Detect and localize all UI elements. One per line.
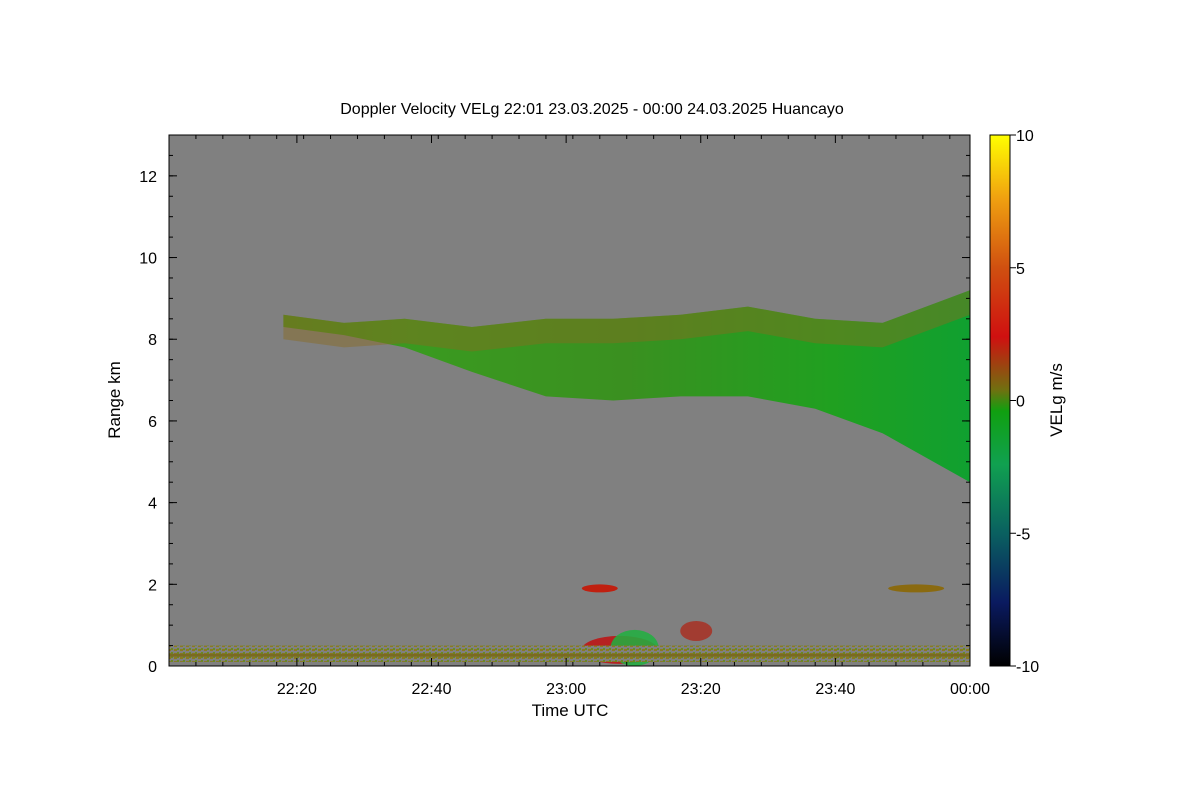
precip-plume-secondary xyxy=(680,620,713,641)
x-tick-label: 00:00 xyxy=(950,681,990,698)
low-cloud-2km-right xyxy=(888,584,945,593)
x-tick-label: 23:20 xyxy=(681,681,721,698)
y-tick-label: 0 xyxy=(148,659,157,676)
ground-clutter-line xyxy=(169,653,970,657)
y-tick-label: 6 xyxy=(148,414,157,431)
y-axis-label: Range km xyxy=(105,361,124,438)
colorbar-ticks: 10 5 0 -5 -10 xyxy=(1010,128,1039,676)
colorbar-tick-label: -10 xyxy=(1016,659,1039,676)
x-tick-label: 23:00 xyxy=(546,681,586,698)
x-tick-label: 23:40 xyxy=(815,681,855,698)
y-axis-ticks: 0 2 4 6 8 10 12 xyxy=(139,134,970,676)
colorbar-tick-label: 5 xyxy=(1016,261,1025,278)
x-axis-ticks: 22:20 22:40 23:00 23:20 23:40 00:00 xyxy=(168,135,990,698)
colorbar: 10 5 0 -5 -10 VELg m/s xyxy=(989,128,1066,676)
y-tick-label: 2 xyxy=(148,577,157,594)
features-layer xyxy=(169,290,970,666)
plot-area: 22:20 22:40 23:00 23:20 23:40 00:00 0 2 4 6 8 10 12 xyxy=(139,134,990,698)
colorbar-gradient xyxy=(989,134,1011,667)
colorbar-tick-label: 0 xyxy=(1016,394,1025,411)
colorbar-tick-label: 10 xyxy=(1016,128,1034,145)
y-tick-label: 12 xyxy=(139,169,157,186)
x-tick-label: 22:20 xyxy=(277,681,317,698)
y-tick-label: 4 xyxy=(148,496,157,513)
x-axis-label: Time UTC xyxy=(532,701,609,720)
y-tick-label: 8 xyxy=(148,332,157,349)
upper-cloud-top-edge xyxy=(283,290,970,352)
low-cloud-2km-left xyxy=(581,584,618,593)
colorbar-tick-label: -5 xyxy=(1016,526,1030,543)
ground-clutter-band xyxy=(169,645,970,662)
x-tick-label: 22:40 xyxy=(411,681,451,698)
upper-cloud-layer xyxy=(283,290,970,483)
colorbar-label: VELg m/s xyxy=(1047,363,1066,437)
chart-title: Doppler Velocity VELg 22:01 23.03.2025 -… xyxy=(340,101,844,118)
y-tick-label: 10 xyxy=(139,251,157,268)
